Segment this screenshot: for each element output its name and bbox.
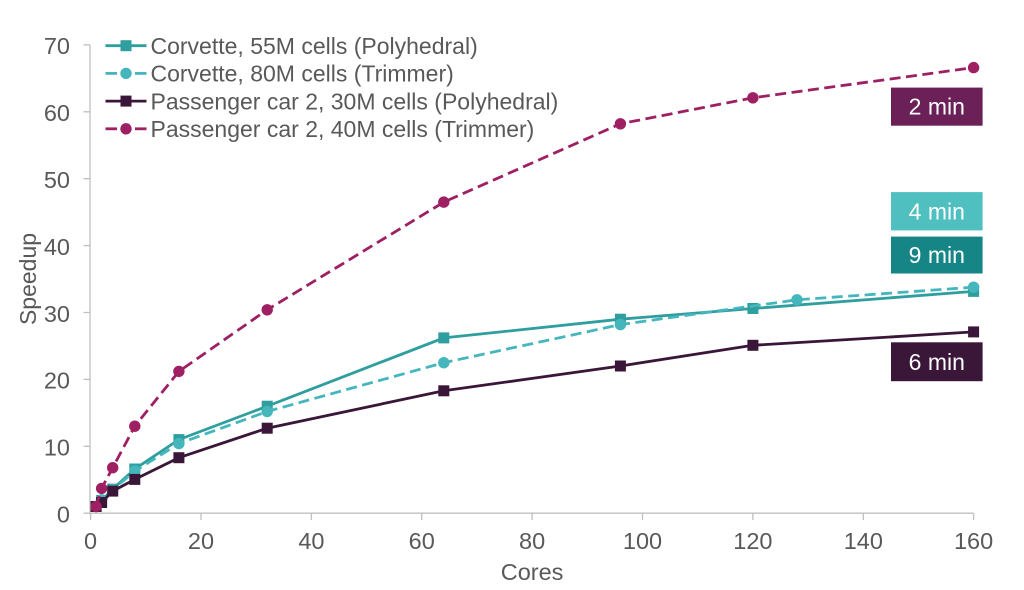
svg-text:80: 80 <box>519 528 545 554</box>
svg-text:Cores: Cores <box>501 559 564 585</box>
svg-text:6 min: 6 min <box>909 349 965 375</box>
svg-text:Speedup: Speedup <box>15 233 41 325</box>
svg-text:140: 140 <box>844 528 883 554</box>
svg-text:0: 0 <box>84 528 97 554</box>
svg-text:Passenger car 2, 30M cells (Po: Passenger car 2, 30M cells (Polyhedral) <box>151 88 559 114</box>
svg-text:100: 100 <box>623 528 662 554</box>
svg-text:40: 40 <box>44 234 70 260</box>
svg-text:9 min: 9 min <box>909 242 965 268</box>
svg-text:Corvette, 80M cells (Trimmer): Corvette, 80M cells (Trimmer) <box>151 61 454 87</box>
svg-text:20: 20 <box>188 528 214 554</box>
svg-text:70: 70 <box>44 33 70 59</box>
svg-text:40: 40 <box>298 528 324 554</box>
svg-text:50: 50 <box>44 167 70 193</box>
svg-text:4 min: 4 min <box>909 198 965 224</box>
svg-text:160: 160 <box>954 528 993 554</box>
svg-text:120: 120 <box>733 528 772 554</box>
svg-text:60: 60 <box>44 100 70 126</box>
svg-text:30: 30 <box>44 301 70 327</box>
svg-text:Corvette, 55M cells (Polyhedra: Corvette, 55M cells (Polyhedral) <box>151 33 478 59</box>
svg-text:2 min: 2 min <box>909 94 965 120</box>
svg-text:20: 20 <box>44 368 70 394</box>
svg-text:60: 60 <box>409 528 435 554</box>
svg-text:Passenger car 2, 40M cells (Tr: Passenger car 2, 40M cells (Trimmer) <box>151 116 535 142</box>
svg-text:10: 10 <box>44 435 70 461</box>
svg-text:0: 0 <box>57 502 70 528</box>
